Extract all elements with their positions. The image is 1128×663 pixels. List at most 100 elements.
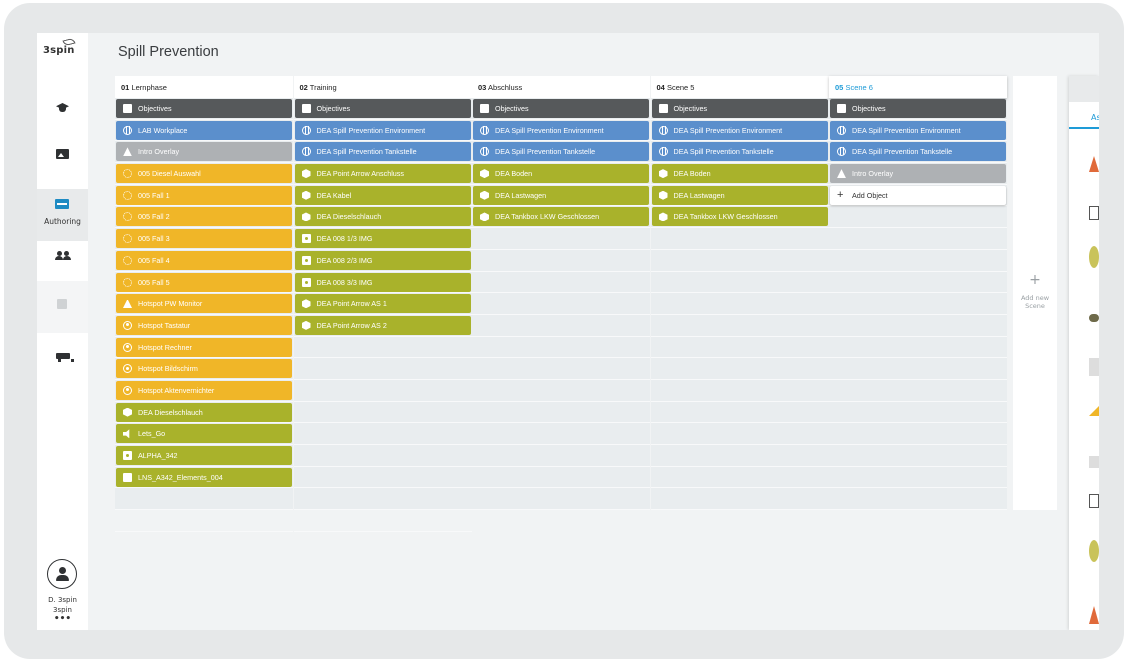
user-avatar[interactable] bbox=[47, 559, 77, 589]
asset-thumbnail[interactable] bbox=[1089, 314, 1099, 322]
spin-icon bbox=[123, 212, 132, 222]
scene-object[interactable]: Hotspot Aktenvernichter bbox=[116, 380, 292, 400]
scene-header[interactable]: 02 Training bbox=[293, 76, 472, 98]
scene-object[interactable]: DEA Spill Prevention Tankstelle bbox=[294, 142, 471, 162]
devices-icon[interactable] bbox=[56, 353, 74, 362]
add-new-scene-button[interactable]: + Add new Scene bbox=[1013, 76, 1057, 510]
scene-object[interactable]: 005 Fall 1 bbox=[116, 185, 292, 205]
scene-slot: Intro Overlay bbox=[115, 141, 293, 164]
scene-object[interactable]: Lets_Go bbox=[116, 424, 292, 444]
scene-header[interactable]: 05 Scene 6 bbox=[829, 76, 1007, 98]
scene-object-label: DEA Kabel bbox=[316, 190, 352, 200]
asset-thumbnail[interactable] bbox=[1089, 406, 1099, 416]
asset-thumbnail[interactable] bbox=[1089, 246, 1099, 268]
scene-object[interactable]: DEA 008 1/3 IMG bbox=[294, 229, 471, 249]
asset-thumbnail[interactable] bbox=[1089, 206, 1099, 220]
scene-object[interactable]: 005 Diesel Auswahl bbox=[116, 164, 292, 184]
scene-object-label: 005 Fall 4 bbox=[138, 255, 170, 265]
users-icon[interactable] bbox=[55, 251, 71, 260]
scene-slot: DEA 008 3/3 IMG bbox=[293, 272, 472, 294]
scene-object[interactable]: DEA Tankbox LKW Geschlossen bbox=[473, 207, 649, 227]
scene-object[interactable]: DEA Point Arrow AS 1 bbox=[294, 294, 471, 314]
scene-slot bbox=[472, 467, 650, 489]
asset-thumbnail[interactable] bbox=[1089, 156, 1099, 172]
scene-object[interactable]: Objectives bbox=[116, 99, 292, 118]
scene-object[interactable]: Intro Overlay bbox=[830, 164, 1006, 184]
scene-object[interactable]: DEA 008 2/3 IMG bbox=[294, 250, 471, 270]
scene-object[interactable]: DEA Kabel bbox=[294, 185, 471, 205]
cube-icon bbox=[301, 190, 311, 200]
scene-slot: DEA Tankbox LKW Geschlossen bbox=[472, 206, 650, 229]
scene-object-label: DEA Point Arrow Anschluss bbox=[316, 169, 405, 179]
scene-object[interactable]: 005 Fall 2 bbox=[116, 207, 292, 227]
cam-icon bbox=[301, 234, 311, 244]
scene-object[interactable]: DEA Spill Prevention Environment bbox=[651, 120, 828, 140]
asset-thumbnail[interactable] bbox=[1089, 606, 1099, 624]
tab-assets[interactable]: As bbox=[1091, 113, 1099, 122]
scene-object[interactable]: Objectives bbox=[473, 99, 649, 118]
nav-authoring[interactable]: Authoring bbox=[37, 189, 88, 241]
scene-object[interactable]: DEA Point Arrow AS 2 bbox=[294, 315, 471, 335]
media-library-icon[interactable] bbox=[56, 149, 69, 159]
cam-icon bbox=[301, 277, 311, 287]
scene-object[interactable]: 005 Fall 4 bbox=[116, 250, 292, 270]
scene-object-label: DEA Spill Prevention Tankstelle bbox=[495, 147, 596, 157]
scene-slot bbox=[829, 467, 1007, 489]
scene-object[interactable]: DEA Point Arrow Anschluss bbox=[294, 164, 471, 184]
scene-object[interactable]: DEA Boden bbox=[473, 164, 649, 184]
scene-object[interactable]: Objectives bbox=[294, 99, 471, 118]
scene-slot: DEA Tankbox LKW Geschlossen bbox=[650, 206, 829, 229]
scene-object[interactable]: 005 Fall 3 bbox=[116, 229, 292, 249]
scene-object[interactable]: DEA Dieselschlauch bbox=[116, 402, 292, 422]
scene-header[interactable]: 03 Abschluss bbox=[472, 76, 650, 98]
scene-object[interactable]: DEA Lastwagen bbox=[651, 185, 828, 205]
scene-object[interactable]: DEA Tankbox LKW Geschlossen bbox=[651, 207, 828, 227]
scene-object[interactable]: ALPHA_342 bbox=[116, 446, 292, 465]
scene-object[interactable]: DEA Dieselschlauch bbox=[294, 207, 471, 227]
scene-slot: DEA Lastwagen bbox=[650, 185, 829, 207]
target-icon bbox=[123, 364, 132, 374]
scene-header[interactable]: 04 Scene 5 bbox=[650, 76, 829, 98]
asset-thumbnail[interactable] bbox=[1089, 456, 1099, 468]
scene-object[interactable]: DEA Lastwagen bbox=[473, 185, 649, 205]
scene-object[interactable]: DEA 008 3/3 IMG bbox=[294, 272, 471, 292]
scene-slot bbox=[293, 467, 472, 489]
asset-thumbnail[interactable] bbox=[1089, 494, 1099, 508]
scene-object[interactable]: DEA Spill Prevention Environment bbox=[830, 120, 1006, 140]
scene-object[interactable]: 005 Fall 5 bbox=[116, 272, 292, 292]
scene-object-label: 005 Fall 3 bbox=[138, 234, 170, 244]
scene-object[interactable]: LNS_A342_Elements_004 bbox=[116, 467, 292, 487]
scene-slot bbox=[472, 380, 650, 402]
cube-icon bbox=[301, 320, 311, 330]
scene-object[interactable]: DEA Boden bbox=[651, 164, 828, 184]
scene-slot bbox=[829, 423, 1007, 445]
scene-slot: 005 Fall 5 bbox=[115, 272, 293, 294]
scene-object[interactable]: Hotspot PW Monitor bbox=[116, 294, 292, 314]
scene-object[interactable]: DEA Spill Prevention Environment bbox=[473, 120, 649, 140]
scene-object[interactable]: DEA Spill Prevention Environment bbox=[294, 120, 471, 140]
more-menu-button[interactable]: ••• bbox=[53, 614, 72, 624]
scene-object-label: DEA Boden bbox=[673, 169, 711, 179]
scene-slot bbox=[472, 445, 650, 467]
asset-thumbnail[interactable] bbox=[1089, 540, 1099, 562]
scene-object[interactable]: Intro Overlay bbox=[116, 142, 292, 162]
scene-slot bbox=[829, 228, 1007, 250]
scene-slot bbox=[829, 445, 1007, 467]
scene-slot bbox=[650, 228, 829, 250]
scene-slot: DEA Dieselschlauch bbox=[293, 206, 472, 229]
scene-slot: DEA Lastwagen bbox=[472, 185, 650, 207]
scene-object[interactable]: DEA Spill Prevention Tankstelle bbox=[473, 142, 649, 162]
scene-header[interactable]: 01 Lernphase bbox=[115, 76, 293, 98]
scene-slot: Objectives bbox=[115, 98, 293, 120]
scene-object[interactable]: Hotspot Tastatur bbox=[116, 315, 292, 335]
scene-object[interactable]: DEA Spill Prevention Tankstelle bbox=[830, 142, 1006, 162]
scene-object[interactable]: Hotspot Bildschirm bbox=[116, 359, 292, 379]
scene-object[interactable]: DEA Spill Prevention Tankstelle bbox=[651, 142, 828, 162]
scene-object[interactable]: LAB Workplace bbox=[116, 120, 292, 140]
scene-object[interactable]: Objectives bbox=[830, 99, 1006, 118]
logo[interactable]: 3spin bbox=[43, 37, 76, 56]
add-object-button[interactable]: + Add Object bbox=[830, 185, 1006, 205]
asset-thumbnail[interactable] bbox=[1089, 358, 1099, 376]
scene-object[interactable]: Hotspot Rechner bbox=[116, 337, 292, 357]
scene-object[interactable]: Objectives bbox=[651, 99, 828, 118]
